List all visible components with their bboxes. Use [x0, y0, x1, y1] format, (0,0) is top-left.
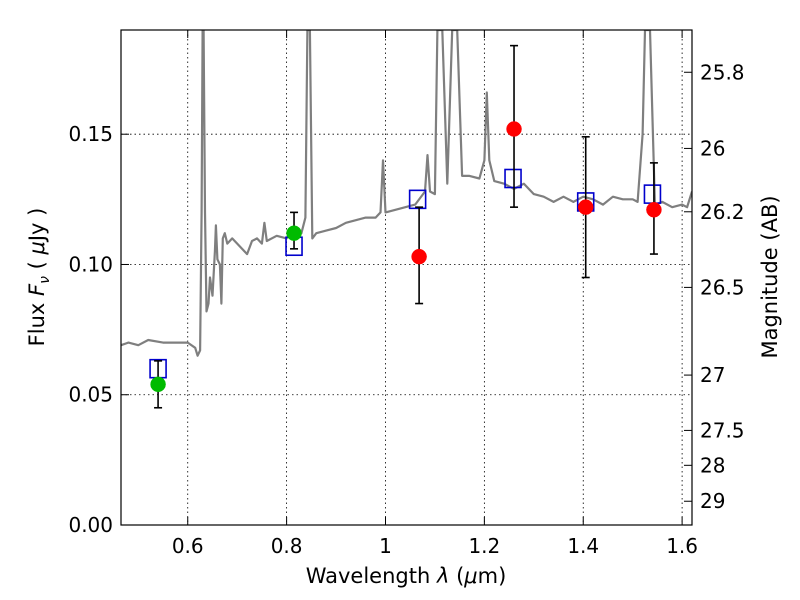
observed-flux-point — [411, 248, 427, 265]
x-tick-label: 1.2 — [468, 534, 500, 558]
x-tick-label: 1 — [379, 534, 392, 558]
y2-tick-label: 29 — [700, 489, 725, 513]
x-axis-label-units-mu: μ — [463, 564, 477, 588]
plot-frame — [120, 29, 693, 526]
y-tick-label: 0.10 — [68, 252, 113, 276]
y-tick-label: 0.05 — [68, 383, 113, 407]
template-spectrum-line — [121, 30, 692, 357]
y2-tick-label: 26.2 — [700, 200, 745, 224]
model-flux-box — [408, 189, 427, 210]
x-axis-label-units-prefix: ( — [449, 564, 464, 588]
observed-flux-point — [286, 225, 302, 241]
y-tick-label: 0.15 — [68, 122, 113, 146]
plot-area — [121, 30, 692, 409]
y-axis-label-prefix: Flux — [25, 296, 49, 346]
y2-tick-label: 27 — [700, 363, 725, 387]
y-axis-label: Flux Fν ( μJy ) — [25, 208, 53, 347]
y2-axis-label: Magnitude (AB) — [758, 195, 782, 358]
observed-flux-point — [150, 376, 166, 393]
y-axis-label-subscript: ν — [37, 276, 53, 284]
model-flux-box — [504, 168, 522, 189]
x-axis-label: Wavelength λ (μm) — [306, 564, 507, 588]
x-axis-label-prefix: Wavelength — [306, 564, 437, 588]
y2-tick-label: 26 — [700, 136, 725, 160]
y2-tick-label: 25.8 — [700, 60, 745, 84]
y2-tick-label: 27.5 — [700, 418, 745, 442]
y2-tick-label: 28 — [700, 453, 725, 477]
observed-flux-point — [646, 202, 662, 218]
x-axis-label-units-suffix: m) — [478, 564, 507, 588]
observed-flux-point — [506, 121, 522, 137]
y-axis-label-units-suffix: Jy ) — [25, 208, 49, 244]
observed-flux-point — [577, 199, 594, 215]
y-axis-label-units-mu: μ — [25, 241, 49, 255]
y-axis-label-units-prefix: ( — [25, 255, 49, 277]
y2-tick-label: 26.5 — [700, 275, 745, 299]
y-axis-label-symbol: F — [25, 283, 49, 296]
x-tick-label: 0.8 — [271, 534, 303, 558]
x-tick-label: 1.4 — [567, 534, 599, 558]
axis-ticks: 0.6 0.8 1 1.2 1.4 1.6 0.00 0.05 0.10 0.15 25.8 26 26… — [68, 30, 745, 558]
x-tick-label: 0.6 — [172, 534, 204, 558]
y-tick-label: 0.00 — [68, 513, 113, 537]
x-tick-label: 1.6 — [666, 534, 698, 558]
x-axis-label-symbol: λ — [436, 564, 449, 588]
